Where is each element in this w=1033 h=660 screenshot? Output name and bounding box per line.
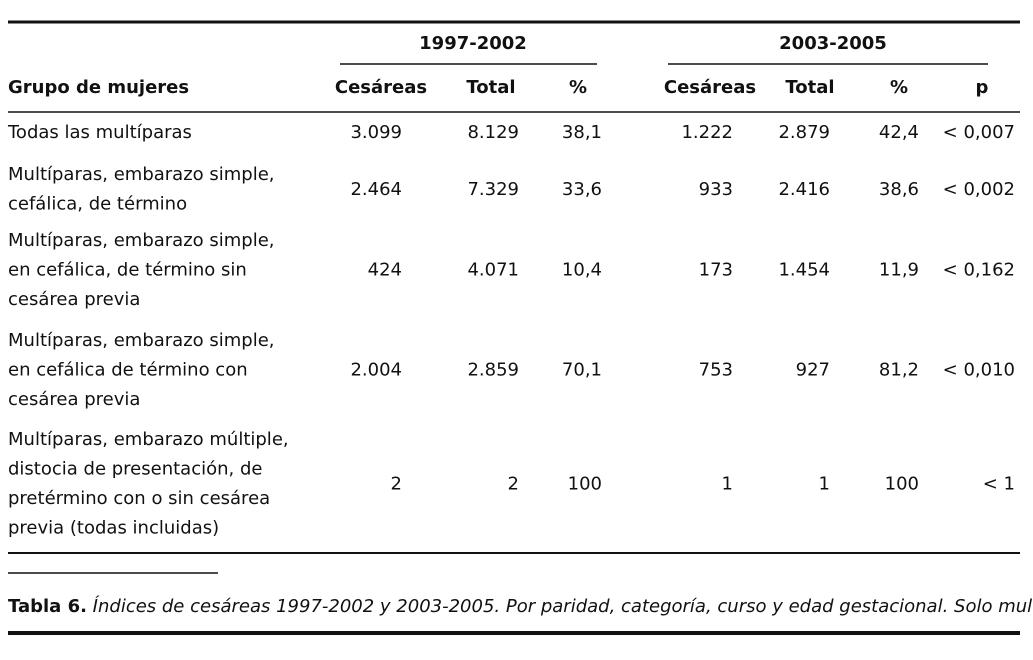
column-header: Total bbox=[785, 77, 834, 98]
row-label: cesárea previa bbox=[8, 389, 140, 410]
cell: 2.859 bbox=[467, 360, 519, 381]
cell: 1.454 bbox=[778, 260, 830, 281]
column-header: Total bbox=[466, 77, 515, 98]
cell: 38,6 bbox=[879, 179, 919, 200]
cell: 927 bbox=[796, 360, 830, 381]
cell: 10,4 bbox=[562, 260, 602, 281]
caption-label: Tabla 6. bbox=[8, 596, 87, 617]
column-header: p bbox=[976, 77, 989, 98]
cell: 8.129 bbox=[467, 122, 519, 143]
row-label: Multíparas, embarazo simple, bbox=[8, 230, 275, 251]
column-header: % bbox=[890, 77, 908, 98]
cell: 3.099 bbox=[350, 122, 402, 143]
column-header: Grupo de mujeres bbox=[8, 77, 189, 98]
row-label: Multíparas, embarazo múltiple, bbox=[8, 429, 289, 450]
cell: 81,2 bbox=[879, 360, 919, 381]
cell: 2.416 bbox=[778, 179, 830, 200]
group-header: 2003-2005 bbox=[779, 33, 887, 54]
column-header: % bbox=[569, 77, 587, 98]
cell: 1 bbox=[819, 473, 830, 494]
cell: 38,1 bbox=[562, 122, 602, 143]
cell: < 1 bbox=[983, 473, 1015, 494]
cell: 424 bbox=[368, 260, 402, 281]
cell: 1 bbox=[722, 473, 733, 494]
row-label: Todas las multíparas bbox=[7, 122, 192, 143]
cell: 1.222 bbox=[681, 122, 733, 143]
cell: 2 bbox=[508, 473, 519, 494]
cell: 4.071 bbox=[467, 260, 519, 281]
row-label: Multíparas, embarazo simple, bbox=[8, 164, 275, 185]
row-label: en cefálica, de término sin bbox=[8, 260, 247, 281]
cell: 33,6 bbox=[562, 179, 602, 200]
row-label: en cefálica de término con bbox=[8, 360, 248, 381]
cell: 100 bbox=[568, 473, 602, 494]
row-label: pretérmino con o sin cesárea bbox=[8, 488, 270, 509]
cell: < 0,162 bbox=[943, 260, 1015, 281]
cell: < 0,010 bbox=[943, 360, 1015, 381]
cell: 933 bbox=[699, 179, 733, 200]
cell: 753 bbox=[699, 360, 733, 381]
group-header: 1997-2002 bbox=[419, 33, 527, 54]
caption-text: Índices de cesáreas 1997-2002 y 2003-200… bbox=[93, 595, 1033, 617]
column-header: Cesáreas bbox=[664, 77, 756, 98]
column-header: Cesáreas bbox=[335, 77, 427, 98]
cell: 2.004 bbox=[350, 360, 402, 381]
cell: < 0,007 bbox=[943, 122, 1015, 143]
cell: 100 bbox=[885, 473, 919, 494]
row-label: cesárea previa bbox=[8, 289, 140, 310]
cell: 11,9 bbox=[879, 260, 919, 281]
cell: 173 bbox=[699, 260, 733, 281]
row-label: Multíparas, embarazo simple, bbox=[8, 330, 275, 351]
cell: 2.464 bbox=[350, 179, 402, 200]
caption: Tabla 6. Índices de cesáreas 1997-2002 y… bbox=[8, 595, 1033, 617]
cell: < 0,002 bbox=[943, 179, 1015, 200]
cell: 2 bbox=[391, 473, 402, 494]
cell: 7.329 bbox=[467, 179, 519, 200]
cell: 2.879 bbox=[778, 122, 830, 143]
cell: 70,1 bbox=[562, 360, 602, 381]
row-label: distocia de presentación, de bbox=[8, 459, 262, 480]
row-label: previa (todas incluidas) bbox=[8, 518, 219, 539]
row-label: cefálica, de término bbox=[8, 194, 187, 215]
cell: 42,4 bbox=[879, 122, 919, 143]
